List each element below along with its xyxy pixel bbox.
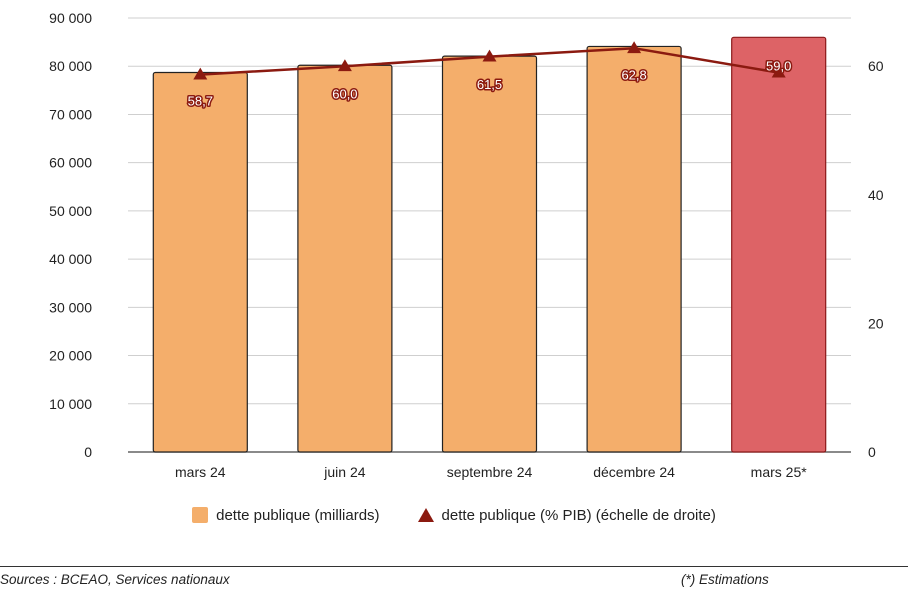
source-note: Sources : BCEAO, Services nationaux [0,572,230,587]
bar [441,55,538,453]
line-point [627,41,642,54]
data-label: 58,7 [188,93,213,108]
line-point [193,67,208,80]
bar [586,45,682,453]
y-left-tick-label: 20 000 [49,348,92,364]
line-point [337,59,352,72]
y-right-tick-label: 40 [868,187,884,203]
x-axis: mars 24 juin 24 septembre 24 décembre 24 mar… [175,464,807,480]
y-right-tick-label: 60 [868,58,884,74]
legend: dette publique (milliards) dette publiqu… [0,500,908,530]
legend-bar-swatch [192,507,209,523]
y-right-tick-label: 20 [868,315,884,331]
y-left-tick-label: 90 000 [49,10,92,26]
data-label: 59,0 [766,58,791,73]
x-tick-label: septembre 24 [447,464,533,480]
line-point [771,65,786,78]
y-left-tick-label: 0 [84,444,92,460]
data-label: 62,8 [621,67,646,82]
line-series [193,41,786,80]
y-left-tick-label: 50 000 [49,203,92,219]
y-right-tick-label: 0 [868,444,876,460]
y-left-tick-label: 70 000 [49,106,92,122]
bar [152,71,248,453]
legend-line-label: dette publique (% PIB) (échelle de droit… [441,506,716,524]
legend-bar-label: dette publique (milliards) [216,506,380,524]
y-left-tick-label: 40 000 [49,251,92,267]
line-point [482,49,497,62]
y-left-tick-label: 80 000 [49,58,92,74]
x-tick-label: mars 24 [175,464,226,480]
y-left-tick-label: 60 000 [49,155,92,171]
data-label: 61,5 [477,77,502,92]
y-axis-left: 0 10 000 20 000 30 000 40 000 50 000 60 000 70 … [49,10,92,460]
estimation-note: (*) Estimations [681,572,769,587]
y-axis-right: 0 20 40 60 [868,58,884,460]
bars [152,36,827,453]
bar [297,64,393,453]
data-label: 60,0 [332,86,357,101]
bar [731,36,827,453]
chart: 58,7 60,0 61,5 62,8 59,0 0 10 000 20 000 30 000… [49,10,884,480]
y-left-tick-label: 30 000 [49,299,92,315]
data-labels: 58,7 60,0 61,5 62,8 59,0 [186,57,793,110]
legend-line-swatch [417,508,434,522]
footer-rule [0,566,908,567]
y-left-tick-label: 10 000 [49,396,92,412]
x-tick-label: décembre 24 [593,464,675,480]
x-tick-label: mars 25* [751,464,808,480]
x-tick-label: juin 24 [323,464,365,480]
